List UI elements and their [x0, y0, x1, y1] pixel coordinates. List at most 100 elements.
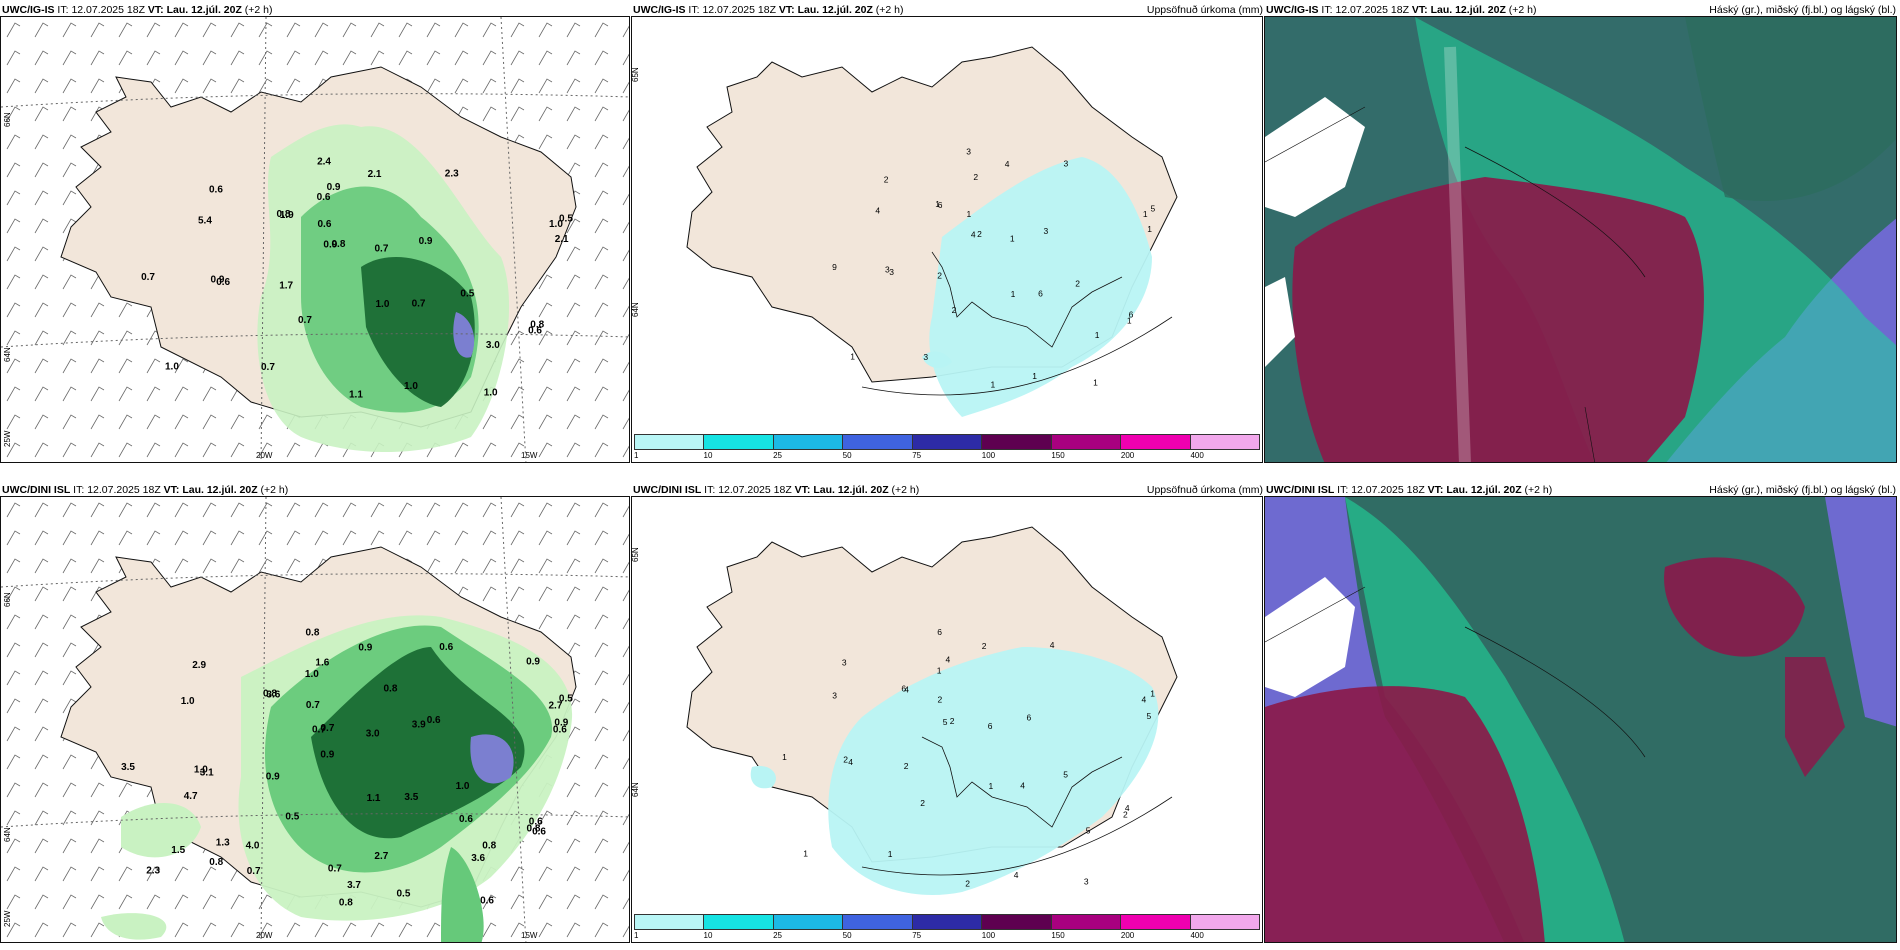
- value-label: 1: [1147, 224, 1152, 234]
- value-label: 0.9: [526, 656, 540, 667]
- value-label: 6: [938, 200, 943, 210]
- colorbar-seg: [773, 915, 844, 929]
- value-label: 5: [1151, 203, 1156, 213]
- precip-header-2: UWC/DINI ISL IT: 12.07.2025 18Z VT: Lau.…: [2, 484, 289, 496]
- value-label: 4: [1142, 695, 1147, 705]
- lat-label-25w: 25W: [3, 430, 12, 447]
- value-label: 0.8: [277, 209, 291, 220]
- value-label: 0.8: [263, 689, 277, 700]
- cloud-map-2-svg: [1265, 497, 1896, 942]
- colorbar-seg: [704, 915, 774, 929]
- colorbar-tick: 1: [634, 931, 639, 940]
- value-label: 1: [937, 666, 942, 676]
- value-label: 0.6: [216, 277, 230, 288]
- value-label: 4: [971, 230, 976, 240]
- value-label: 3: [1084, 876, 1089, 886]
- value-label: 4: [848, 757, 853, 767]
- value-label: 0.6: [529, 817, 543, 828]
- value-label: 3: [832, 691, 837, 701]
- value-label: 1: [1143, 209, 1148, 219]
- value-label: 3.7: [347, 880, 361, 891]
- value-label: 0.6: [317, 192, 331, 203]
- value-label: 4: [1125, 803, 1130, 813]
- value-label: 0.7: [328, 864, 342, 875]
- value-label: 1: [803, 848, 808, 858]
- value-label: 0.9: [419, 236, 433, 247]
- value-label: 1.0: [549, 219, 563, 230]
- lat-label-66n: 66N: [3, 112, 12, 127]
- value-label: 0.5: [559, 213, 573, 224]
- value-label: 2: [920, 798, 925, 808]
- colorbar-seg: [982, 915, 1052, 929]
- colorbar-seg: [1121, 915, 1191, 929]
- colorbar-seg: [1051, 435, 1122, 449]
- colorbar-tick: 100: [981, 451, 996, 460]
- value-label: 1.0: [376, 299, 390, 310]
- accum-header-1: UWC/IG-IS IT: 12.07.2025 18Z VT: Lau. 12…: [633, 4, 904, 16]
- value-label: 5: [1147, 711, 1152, 721]
- value-label: 0.5: [285, 811, 299, 822]
- value-label: 1: [1150, 689, 1155, 699]
- value-label: 3: [889, 267, 894, 277]
- precip-header-1: UWC/IG-IS IT: 12.07.2025 18Z VT: Lau. 12…: [2, 4, 273, 16]
- value-label: 6: [988, 721, 993, 731]
- value-label: 0.5: [397, 888, 411, 899]
- value-label: 5.4: [198, 215, 212, 226]
- colorbar-tick: 200: [1120, 451, 1135, 460]
- value-label: 0.6: [209, 185, 223, 196]
- value-label: 9: [832, 262, 837, 272]
- value-label: 0.5: [559, 694, 573, 705]
- value-label: 0.8: [339, 898, 353, 909]
- value-label: 2: [904, 761, 909, 771]
- colorbar-tick: 100: [981, 931, 996, 940]
- cloud-title-2: Háský (gr.), miðský (fj.bl.) og lágský (…: [1709, 484, 1896, 496]
- accum-lat-64n-2: 64N: [631, 782, 640, 797]
- value-label: 2: [1123, 810, 1128, 820]
- value-label: 2.1: [555, 234, 569, 245]
- value-label: 0.6: [459, 814, 473, 825]
- value-label: 0.9: [554, 718, 568, 729]
- lon-label-15w-2: 15W: [521, 931, 538, 940]
- value-label: 1.1: [367, 793, 381, 804]
- colorbar-tick: 10: [703, 451, 713, 460]
- value-label: 3: [923, 352, 928, 362]
- precip-map-2-svg: 0.8 2.3 1.1 0.5 0.7 0.5 1.0 0.9 0.9 2.7 0.8 3.1 0.5 0…: [1, 497, 629, 942]
- colorbar-seg: [1051, 915, 1122, 929]
- value-label: 1: [782, 752, 787, 762]
- precip-map-2[interactable]: 0.8 2.3 1.1 0.5 0.7 0.5 1.0 0.9 0.9 2.7 0.8 3.1 0.5 0…: [0, 496, 630, 943]
- colorbar-ticks-1: 1 10 25 50 75 100 150 200 400: [634, 451, 1260, 461]
- value-label: 0.9: [320, 750, 334, 761]
- colorbar-seg: [1190, 435, 1259, 449]
- value-label: 1: [1010, 233, 1015, 243]
- value-label: 3.6: [471, 853, 485, 864]
- colorbar-ticks-2: 1 10 25 50 75 100 150 200 400: [634, 931, 1260, 941]
- value-label: 2.9: [192, 660, 206, 671]
- cloud-header-1: UWC/IG-IS IT: 12.07.2025 18Z VT: Lau. 12…: [1266, 4, 1537, 16]
- value-label: 2: [1075, 279, 1080, 289]
- cloud-map-1[interactable]: [1264, 16, 1897, 463]
- value-label: 3.9: [412, 720, 426, 731]
- value-label: 2: [965, 879, 970, 889]
- value-label: 3.5: [404, 792, 418, 803]
- precip-map-1[interactable]: 0.6 1.0 1.0 0.7 0.8 1.0 0.9 1.7 2.1 1.0 3.0 0.6 0.5 1…: [0, 16, 630, 463]
- colorbar-2: [634, 914, 1260, 930]
- precip-map-1-svg: 0.61.01.00.70.81.00.91.72.11.03.00.60.51…: [1, 17, 629, 462]
- cloud-map-2[interactable]: [1264, 496, 1897, 943]
- value-label: 2.7: [549, 700, 563, 711]
- accum-lat-64n: 64N: [631, 302, 640, 317]
- colorbar-tick: 200: [1120, 931, 1135, 940]
- value-label: 3.5: [121, 762, 135, 773]
- value-label: 0.8: [209, 857, 223, 868]
- colorbar-seg: [635, 915, 705, 929]
- colorbar-tick: 10: [703, 931, 713, 940]
- value-label: 3.0: [366, 729, 380, 740]
- value-label: 1.6: [315, 657, 329, 668]
- value-label: 0.6: [480, 895, 494, 906]
- colorbar-tick: 150: [1051, 931, 1065, 940]
- value-label: 1.0: [484, 387, 498, 398]
- value-label: 1.0: [165, 361, 179, 372]
- value-label: 0.8: [530, 319, 544, 330]
